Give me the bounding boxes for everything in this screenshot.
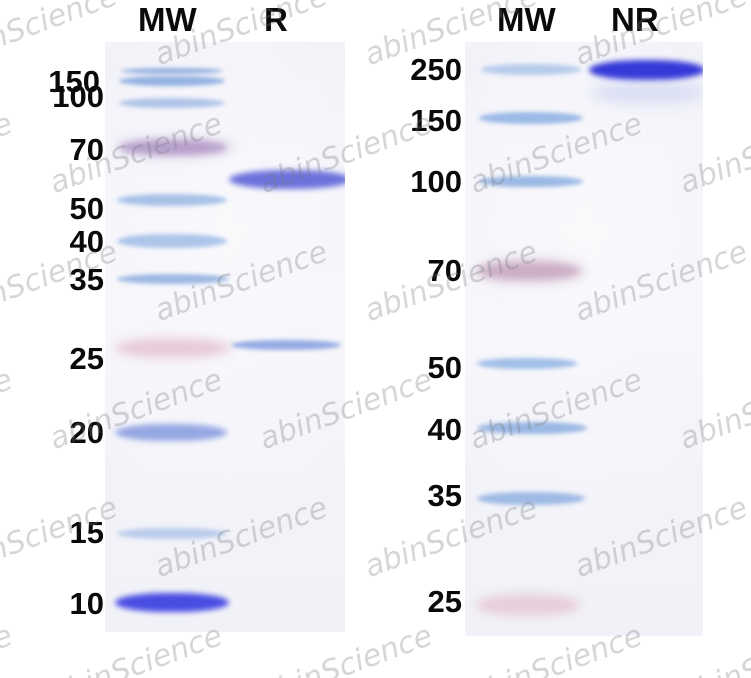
sample-band-non-reduced-smear (589, 82, 703, 104)
gel-background-left (105, 42, 345, 632)
ladder-band-10 (115, 593, 229, 612)
mw-label-250-right: 250 (410, 52, 462, 87)
ladder-band-250 (481, 64, 581, 75)
ladder-band-25 (115, 338, 231, 358)
watermark-text: abinScience (0, 618, 18, 678)
ladder-band-150-right (479, 112, 583, 124)
mw-label-40-left: 40 (69, 224, 104, 259)
lane-header-nr: NR (611, 1, 659, 38)
lane-header-mw-left: MW (138, 1, 197, 38)
sample-band-reduced-light (231, 340, 341, 350)
gel-panel-non-reduced (465, 42, 703, 636)
ladder-band-150 (119, 76, 225, 86)
mw-label-100-left: 100 (52, 79, 104, 114)
mw-label-35-right: 35 (427, 478, 462, 513)
mw-label-35-left: 35 (69, 262, 104, 297)
ladder-band-35 (117, 274, 229, 284)
sample-band-non-reduced (589, 60, 703, 80)
ladder-band-70-right (477, 262, 581, 280)
mw-label-50-right: 50 (427, 350, 462, 385)
ladder-band-100-right (479, 176, 583, 187)
mw-label-100-right: 100 (410, 164, 462, 199)
mw-label-25-left: 25 (69, 341, 104, 376)
ladder-band-20 (115, 424, 227, 441)
ladder-band-15 (117, 528, 227, 539)
ladder-band-50-right (477, 358, 577, 369)
mw-label-20-left: 20 (69, 415, 104, 450)
watermark-text: abinScience (0, 362, 18, 457)
gel-background-right (465, 42, 703, 636)
ladder-band-150-upper (121, 68, 223, 74)
watermark-text: abinScience (0, 106, 18, 201)
ladder-band-25-right (475, 594, 581, 616)
mw-label-150-right: 150 (410, 103, 462, 138)
mw-label-70-left: 70 (69, 132, 104, 167)
watermark-text: abinScience (0, 0, 123, 73)
lane-header-r: R (264, 1, 288, 38)
gel-panel-reduced (105, 42, 345, 632)
mw-label-150-left: 150 (48, 64, 100, 99)
ladder-band-100 (119, 98, 225, 108)
mw-label-25-right: 25 (427, 584, 462, 619)
mw-label-50-left: 50 (69, 191, 104, 226)
lane-header-mw-right: MW (497, 1, 556, 38)
mw-label-10-left: 10 (69, 586, 104, 621)
ladder-band-70-halo (117, 136, 235, 158)
ladder-band-40 (117, 234, 227, 248)
ladder-band-70-right-halo (475, 258, 587, 284)
ladder-band-40-right (477, 422, 587, 434)
mw-label-40-right: 40 (427, 412, 462, 447)
ladder-band-70 (119, 140, 227, 155)
ladder-band-35-right (477, 492, 585, 505)
mw-label-70-right: 70 (427, 253, 462, 288)
ladder-band-50 (117, 194, 227, 206)
sample-band-reduced-heavy (229, 170, 345, 189)
mw-label-15-left: 15 (69, 515, 104, 550)
